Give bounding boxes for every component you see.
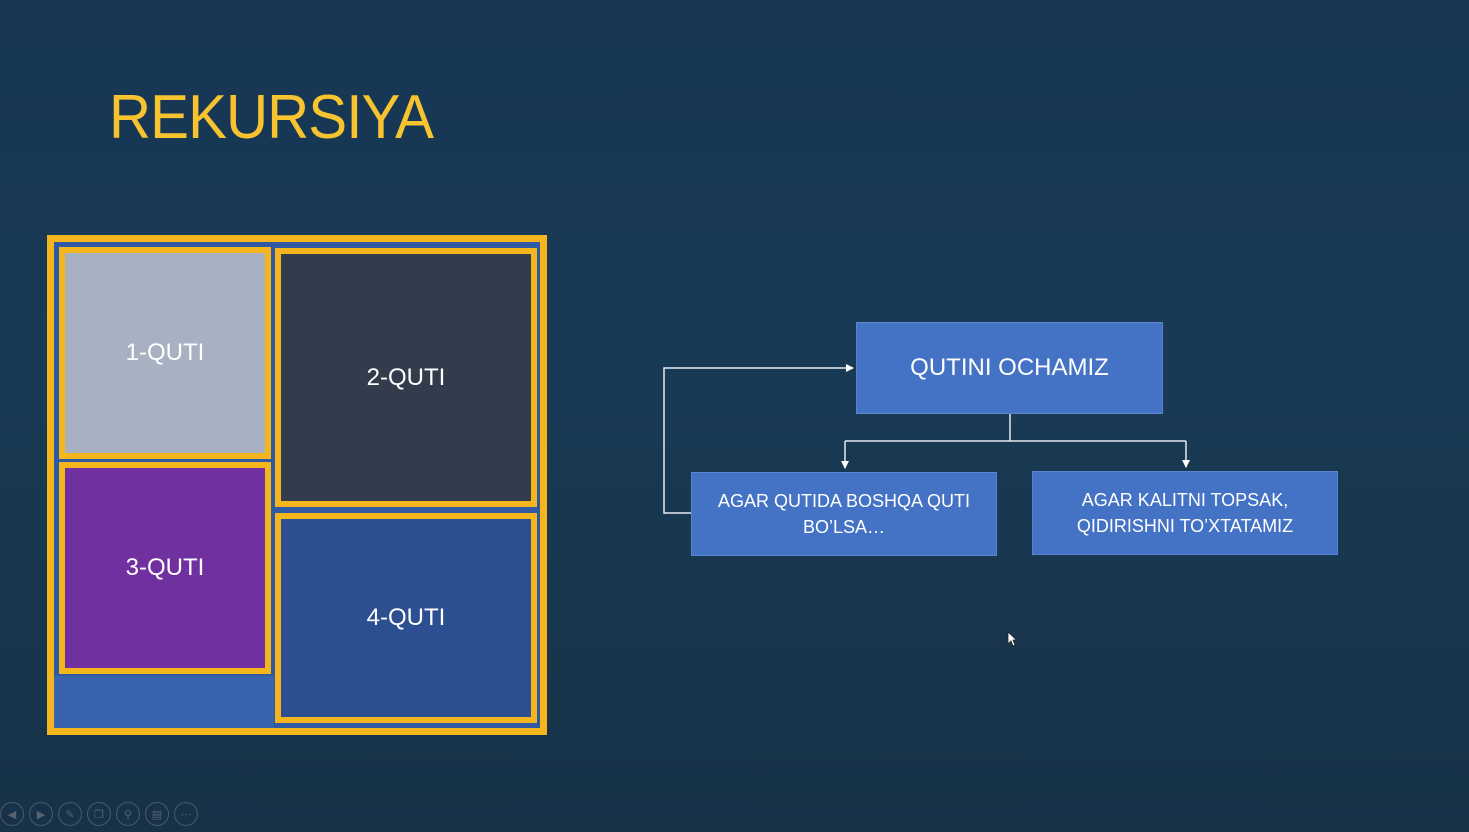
flow-branch-left: AGAR QUTIDA BOSHQA QUTI BO’LSA… xyxy=(691,472,997,556)
box-3: 3-QUTI xyxy=(59,462,271,674)
next-icon[interactable]: ▶ xyxy=(29,802,53,826)
subtitles-icon[interactable]: ▤ xyxy=(145,802,169,826)
slide-title: REKURSIYA xyxy=(109,83,434,152)
slides-icon[interactable]: ❐ xyxy=(87,802,111,826)
outer-box-fill xyxy=(54,676,274,728)
flow-main-box: QUTINI OCHAMIZ xyxy=(856,322,1163,414)
zoom-icon[interactable]: ⚲ xyxy=(116,802,140,826)
flow-branch-right: AGAR KALITNI TOPSAK, QIDIRISHNI TO’XTATA… xyxy=(1032,471,1338,555)
pen-icon[interactable]: ✎ xyxy=(58,802,82,826)
mouse-cursor-icon xyxy=(1007,631,1017,647)
box-2: 2-QUTI xyxy=(275,248,537,507)
box-1: 1-QUTI xyxy=(59,247,271,459)
presenter-toolbar: ◀ ▶ ✎ ❐ ⚲ ▤ ⋯ xyxy=(0,802,198,826)
previous-icon[interactable]: ◀ xyxy=(0,802,24,826)
more-icon[interactable]: ⋯ xyxy=(174,802,198,826)
box-4: 4-QUTI xyxy=(275,513,537,723)
